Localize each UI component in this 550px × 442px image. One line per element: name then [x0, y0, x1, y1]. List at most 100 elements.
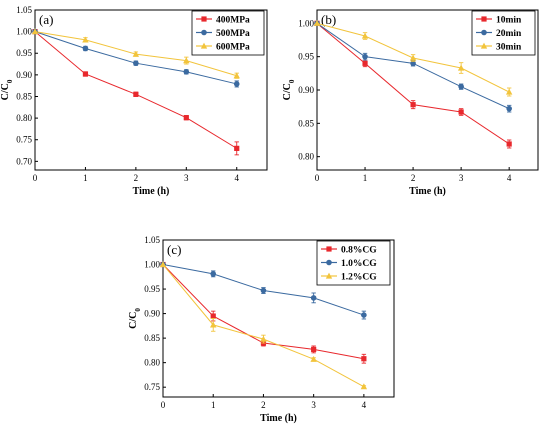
- chart-panel-1: 0 1 2 3 4 0.70 0.75 0.80 0.85 0.90 0.95 1.00 1.05 Tim…: [0, 5, 268, 197]
- series-30min: [313, 19, 513, 97]
- y-tick-label: 1.00: [16, 27, 32, 37]
- legend-entry: 0.8%CG: [341, 246, 377, 256]
- y-tick-label: 0.95: [298, 52, 314, 62]
- legend-entry: 30min: [496, 43, 522, 53]
- y-axis-label-main: C/C: [128, 312, 139, 329]
- legend: 10min 20min 30min: [471, 10, 536, 56]
- series-20min: [314, 20, 512, 113]
- y-axis-label-subscript: 0: [134, 308, 142, 312]
- data-point: [234, 145, 240, 151]
- data-point: [313, 19, 321, 26]
- x-tick-label: 3: [459, 173, 464, 183]
- x-tick-label: 4: [362, 400, 367, 410]
- legend-swatch-marker: [325, 272, 333, 279]
- panel-label: (b): [321, 12, 336, 27]
- y-tick-label: 0.85: [298, 118, 314, 128]
- legend-entry: 500MPa: [216, 29, 250, 39]
- data-point: [133, 91, 139, 97]
- data-point: [310, 295, 317, 301]
- legend-entry: 1.2%CG: [341, 273, 377, 283]
- data-point: [410, 60, 416, 67]
- data-point: [410, 102, 416, 108]
- data-point: [82, 45, 89, 52]
- data-point: [133, 60, 139, 66]
- series-600MPa: [31, 28, 240, 79]
- y-tick-label: 0.75: [16, 135, 32, 145]
- y-tick-label: 0.80: [16, 113, 32, 123]
- y-axis-label-subscript: 0: [6, 79, 14, 83]
- data-point: [260, 287, 267, 294]
- y-axis-label-main: C/C: [282, 83, 293, 100]
- legend-entry: 400MPa: [216, 16, 250, 26]
- legend: 400MPa 500MPa 600MPa: [191, 10, 265, 56]
- x-tick-label: 3: [184, 173, 189, 183]
- y-tick-label: 0.80: [298, 152, 314, 162]
- x-tick-label: 0: [33, 173, 38, 183]
- x-axis-label: Time (h): [133, 186, 170, 197]
- x-tick-label: 1: [83, 173, 88, 183]
- y-tick-label: 0.90: [144, 309, 160, 319]
- data-point: [361, 32, 369, 39]
- x-axis-label: Time (h): [260, 413, 297, 424]
- y-tick-label: 0.85: [144, 333, 160, 343]
- data-point: [506, 141, 512, 147]
- x-tick-label: 1: [211, 400, 216, 410]
- y-axis-label: C/C0: [128, 308, 142, 329]
- plot-frame: [34, 9, 268, 171]
- x-tick-label: 4: [507, 173, 512, 183]
- data-point: [159, 261, 167, 268]
- data-point: [361, 356, 367, 362]
- data-point: [210, 313, 216, 319]
- data-point: [361, 312, 367, 318]
- y-axis-label-subscript: 0: [288, 79, 296, 83]
- legend-entry: 10min: [496, 16, 522, 26]
- data-point: [458, 83, 464, 90]
- data-point: [183, 57, 190, 64]
- panel-label: (c): [167, 242, 181, 257]
- y-axis-label-main: C/C: [0, 83, 11, 100]
- legend-swatch-marker: [481, 29, 487, 36]
- x-tick-label: 1: [363, 173, 368, 183]
- data-point: [183, 115, 189, 121]
- x-axis-label: Time (h): [409, 186, 446, 197]
- y-tick-label: 0.95: [16, 48, 32, 58]
- legend-swatch-marker: [201, 29, 207, 36]
- data-point: [362, 60, 368, 66]
- plot-frame: [162, 239, 395, 398]
- y-tick-label: 1.00: [144, 260, 160, 270]
- y-tick-label: 0.75: [144, 382, 160, 392]
- data-point: [82, 71, 89, 77]
- y-tick-label: 0.80: [144, 358, 160, 368]
- data-point: [210, 271, 217, 277]
- legend-swatch-marker: [326, 259, 332, 266]
- y-tick-label: 0.90: [16, 70, 32, 80]
- y-tick-label: 0.95: [144, 284, 160, 294]
- legend-swatch-marker: [481, 16, 487, 22]
- y-tick-label: 0.70: [16, 156, 32, 166]
- data-point: [310, 355, 317, 362]
- legend-entry: 1.0%CG: [341, 259, 377, 269]
- data-point: [360, 383, 368, 390]
- data-point: [458, 109, 464, 115]
- panel-label: (a): [39, 12, 53, 27]
- y-tick-label: 0.90: [298, 85, 314, 95]
- data-point: [233, 72, 240, 79]
- data-point: [132, 50, 140, 57]
- x-tick-label: 2: [261, 400, 266, 410]
- y-axis-label: C/C0: [282, 79, 296, 100]
- x-tick-label: 3: [311, 400, 316, 410]
- data-point: [210, 321, 217, 328]
- data-point: [362, 53, 368, 60]
- y-tick-label: 1.05: [16, 5, 32, 15]
- data-point: [233, 81, 240, 87]
- x-tick-label: 2: [411, 173, 416, 183]
- data-point: [457, 64, 465, 71]
- x-tick-label: 0: [315, 173, 320, 183]
- series-1.2%CG: [159, 261, 368, 390]
- legend: 0.8%CG 1.0%CG 1.2%CG: [316, 240, 391, 286]
- y-tick-label: 1.00: [298, 18, 314, 28]
- legend-swatch-marker: [200, 42, 208, 49]
- data-point: [506, 105, 512, 112]
